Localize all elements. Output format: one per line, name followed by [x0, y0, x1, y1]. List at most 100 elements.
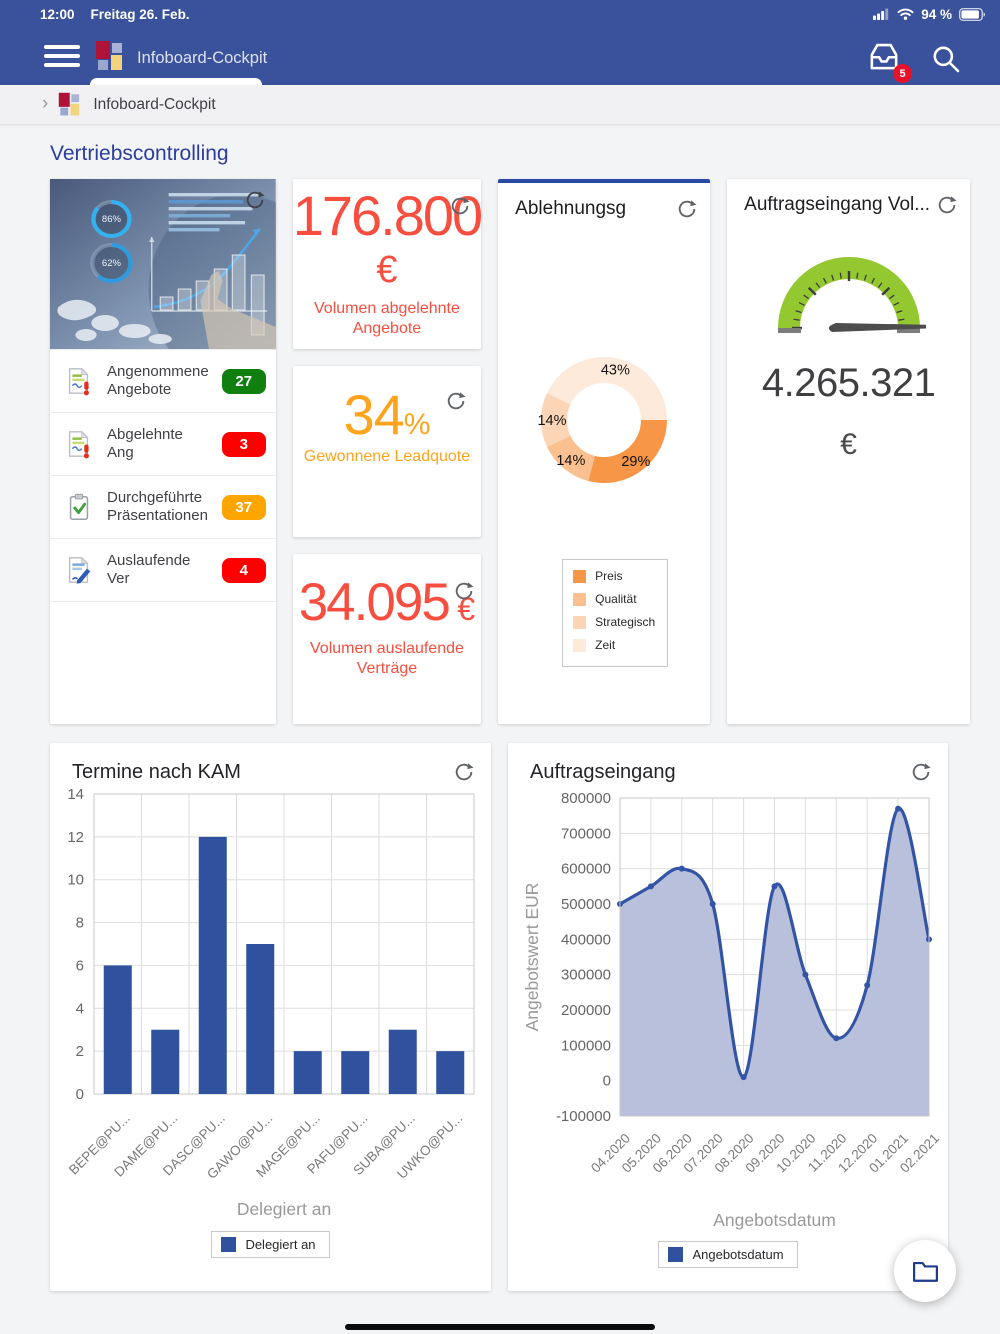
area-chart-legend: Angebotsdatum [658, 1241, 798, 1268]
clipboard-check-icon [69, 493, 89, 520]
battery-icon [959, 7, 985, 21]
tile-order-intake[interactable]: Auftragseingang -100000 0 100000 200000 3000… [508, 743, 948, 1291]
breadcrumb-item[interactable]: Infoboard-Cockpit [93, 95, 216, 113]
legend-label: Zeit [595, 638, 616, 652]
refresh-icon[interactable] [445, 390, 467, 412]
legend-label: Delegiert an [245, 1237, 316, 1252]
app-header: Infoboard-Cockpit 5 [0, 28, 1000, 85]
legend-swatch [573, 615, 587, 629]
folder-fab-button[interactable] [894, 1240, 956, 1302]
donut-legend: Preis Qualität Strategisch Zeit [562, 559, 669, 667]
refresh-icon[interactable] [936, 194, 958, 216]
gauge-currency: € [840, 428, 857, 461]
search-icon[interactable] [930, 43, 962, 75]
kpi-title: Volumen abgelehnte Angebote [314, 299, 460, 337]
document-warning-icon [68, 367, 89, 396]
dashboard-photo: 86% 62% [50, 179, 276, 349]
svg-text:0: 0 [603, 1073, 611, 1090]
kpi-row-expiring-contracts[interactable]: Auslaufende Ver 4 [50, 538, 276, 601]
gauge-chart [727, 230, 970, 345]
refresh-icon[interactable] [244, 189, 266, 211]
svg-text:700000: 700000 [561, 825, 611, 842]
refresh-icon[interactable] [676, 198, 698, 220]
overview-tile[interactable]: 86% 62% [50, 179, 276, 724]
svg-text:14%: 14% [557, 453, 586, 469]
kpi-badge: 4 [221, 557, 266, 583]
svg-text:14: 14 [67, 786, 84, 803]
legend-label: Strategisch [595, 615, 656, 629]
svg-text:43%: 43% [601, 362, 630, 378]
tile-order-intake-volume[interactable]: Auftragseingang Vol... 4.265.321 € [727, 179, 971, 724]
svg-text:14%: 14% [538, 413, 567, 429]
svg-text:100000: 100000 [561, 1037, 611, 1054]
kpi-value: 34% [343, 383, 431, 447]
kpi-badge: 37 [221, 494, 266, 520]
app-title: Infoboard-Cockpit [137, 49, 268, 67]
page-title: Vertriebscontrolling [50, 142, 229, 165]
legend-label: Qualität [595, 592, 637, 606]
svg-text:10: 10 [67, 872, 84, 889]
menu-button[interactable] [44, 45, 80, 69]
refresh-icon[interactable] [910, 761, 932, 783]
chart-title: Termine nach KAM [72, 761, 241, 783]
svg-text:Angebotswert EUR: Angebotswert EUR [522, 883, 542, 1032]
svg-text:400000: 400000 [561, 931, 611, 948]
legend-label: Angebotsdatum [692, 1247, 784, 1262]
legend-swatch [668, 1247, 684, 1262]
home-indicator[interactable] [345, 1324, 655, 1330]
document-warning-icon [68, 430, 89, 459]
inbox-badge: 5 [893, 64, 912, 83]
date: Freitag 26. Feb. [90, 6, 190, 22]
legend-swatch [573, 638, 587, 652]
tile-rejection-reasons[interactable]: Ablehnungsg 29% 14% 14% 43% Preis Qualität … [498, 179, 711, 724]
svg-text:2: 2 [76, 1043, 84, 1060]
tile-won-lead-quota[interactable]: 34% Gewonnene Leadquote [292, 366, 482, 537]
tile-appointments-by-kam[interactable]: Termine nach KAM 0 2 4 6 8 10 12 14 BEPE@PU... DA… [50, 743, 491, 1291]
tile-title: Auftragseingang Vol... [744, 194, 931, 215]
svg-text:Angebotsdatum: Angebotsdatum [713, 1210, 836, 1230]
kpi-row-accepted-offers[interactable]: Angenommene Angebote 27 [50, 349, 276, 412]
refresh-icon[interactable] [453, 761, 475, 783]
legend-label: Preis [595, 569, 623, 583]
photo-ring1-value: 86% [102, 214, 121, 224]
donut-chart: 29% 14% 14% 43% [498, 332, 710, 505]
svg-text:600000: 600000 [561, 861, 611, 878]
svg-text:200000: 200000 [561, 1002, 611, 1019]
inbox-button[interactable]: 5 [864, 39, 912, 83]
svg-text:4: 4 [76, 1000, 84, 1017]
svg-text:12: 12 [67, 829, 84, 846]
chevron-right-icon: › [42, 93, 49, 114]
area-chart: -100000 0 100000 200000 300000 400000 500000 60… [508, 784, 948, 1237]
svg-text:Delegiert an: Delegiert an [237, 1199, 331, 1219]
kpi-row-presentations[interactable]: Durchgeführte Präsentationen 37 [50, 475, 276, 538]
tile-expiring-contracts-volume[interactable]: 34.095 € Volumen auslaufende Verträge [292, 553, 482, 724]
kpi-value: 34.095 € [298, 572, 476, 632]
svg-text:300000: 300000 [561, 967, 611, 984]
kpi-row-rejected-offers[interactable]: Abgelehnte Ang 3 [50, 412, 276, 475]
breadcrumb-logo-icon [59, 92, 80, 116]
kpi-currency: € [376, 248, 398, 291]
active-tab-indicator [90, 78, 262, 85]
kpi-title: Volumen auslaufende Verträge [310, 639, 464, 678]
tile-title: Ablehnungsg [515, 198, 627, 219]
status-bar: 12:00 Freitag 26. Feb. 94 % [0, 0, 1000, 28]
battery-percent: 94 % [921, 6, 952, 22]
svg-text:800000: 800000 [561, 790, 611, 807]
refresh-icon[interactable] [449, 195, 471, 217]
bar-chart: 0 2 4 6 8 10 12 14 BEPE@PU... DAME@PU... DASC@PU..… [50, 784, 491, 1227]
clock: 12:00 [40, 6, 75, 22]
dashboard-photo-art: 86% 62% [50, 179, 276, 349]
kpi-label: Abgelehnte Ang [107, 425, 183, 461]
bar-chart-legend: Delegiert an [211, 1231, 330, 1258]
document-pen-icon [68, 556, 91, 584]
legend-swatch [573, 569, 587, 583]
kpi-label: Angenommene Angebote [107, 362, 209, 398]
app-logo [96, 41, 122, 70]
tile-rejected-offers-volume[interactable]: 176.800 € Volumen abgelehnte Angebote [292, 179, 483, 350]
chart-title: Auftragseingang [530, 761, 676, 783]
dashboard: Vertriebscontrolling [0, 125, 1000, 1291]
kpi-label: Auslaufende Ver [107, 551, 191, 587]
tile-filler [50, 601, 276, 724]
photo-ring2-value: 62% [102, 258, 121, 268]
refresh-icon[interactable] [453, 580, 475, 602]
